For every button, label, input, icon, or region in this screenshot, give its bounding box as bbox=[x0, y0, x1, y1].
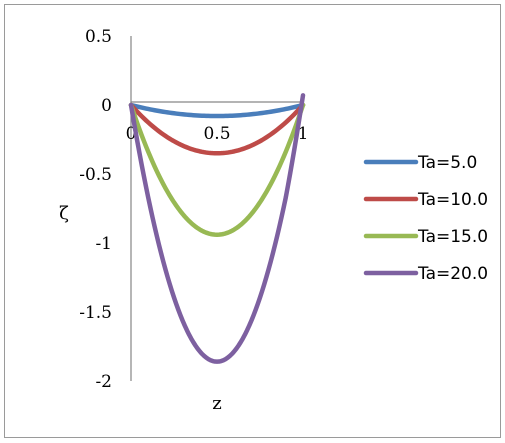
x-axis-label: z bbox=[212, 393, 221, 414]
axes bbox=[130, 36, 303, 381]
series-line-3 bbox=[128, 93, 306, 364]
series-line-2 bbox=[128, 102, 306, 237]
x-tick-label: 1 bbox=[298, 124, 309, 144]
x-tick-label: 0 bbox=[126, 124, 137, 144]
legend: Ta=5.0 Ta=10.0 Ta=15.0 Ta=20.0 bbox=[363, 153, 488, 284]
y-tick-label: 0 bbox=[101, 96, 112, 116]
y-tick-label: 0.5 bbox=[85, 27, 112, 47]
legend-label: Ta=20.0 bbox=[417, 264, 488, 284]
legend-label: Ta=15.0 bbox=[417, 227, 488, 247]
series-lines bbox=[128, 93, 306, 364]
chart-frame bbox=[4, 4, 501, 438]
y-tick-label: -1.5 bbox=[79, 303, 112, 323]
series-line-1 bbox=[128, 102, 306, 156]
series-line-0 bbox=[128, 102, 306, 119]
y-tick-label: -2 bbox=[95, 372, 112, 392]
y-tick-label: -1 bbox=[95, 234, 112, 254]
y-tick-labels: 0.5 0 -0.5 -1 -1.5 -2 bbox=[79, 27, 112, 392]
y-tick-label: -0.5 bbox=[79, 165, 112, 185]
legend-label: Ta=5.0 bbox=[417, 153, 477, 173]
x-tick-label: 0.5 bbox=[203, 124, 230, 144]
legend-label: Ta=10.0 bbox=[417, 190, 488, 210]
x-tick-labels: 0 0.5 1 bbox=[126, 124, 309, 144]
y-axis-label: ζ bbox=[59, 203, 69, 224]
